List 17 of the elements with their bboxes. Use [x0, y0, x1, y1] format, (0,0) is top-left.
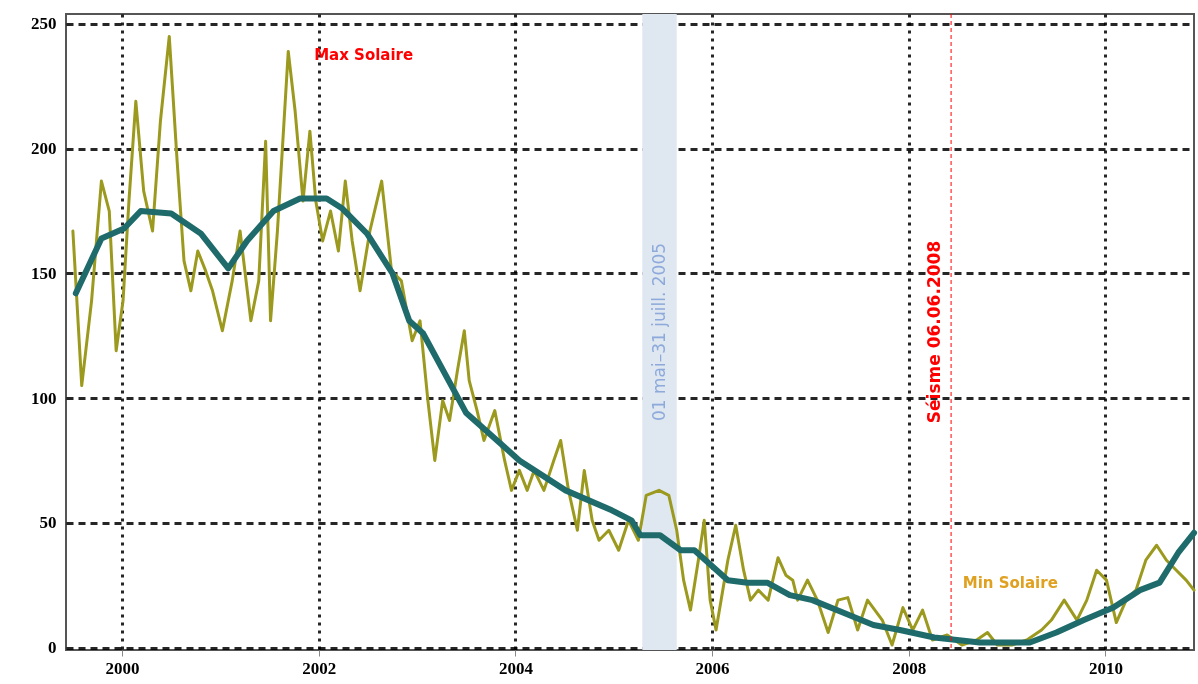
x-tick-label: 2008: [892, 658, 927, 678]
x-tick-label: 2002: [302, 658, 337, 678]
y-tick-label: 100: [31, 388, 57, 408]
annotation: Max Solaire: [314, 46, 414, 65]
ref-line-label: Séisme 06.06.2008: [924, 240, 945, 424]
y-tick-label: 50: [39, 513, 57, 533]
y-tick-label: 200: [31, 139, 57, 159]
x-tick-label: 2004: [498, 658, 534, 678]
annotation: Min Solaire: [962, 574, 1058, 593]
band-label: 01 mai–31 juill. 2005: [648, 242, 669, 422]
y-tick-label: 0: [48, 638, 57, 658]
line-series: [71, 34, 1196, 647]
x-tick-label: 2000: [105, 658, 140, 678]
x-tick-label: 2010: [1088, 658, 1123, 678]
y-tick-label: 150: [31, 263, 57, 283]
y-tick-label: 250: [31, 14, 57, 34]
x-tick-label: 2006: [695, 658, 730, 678]
